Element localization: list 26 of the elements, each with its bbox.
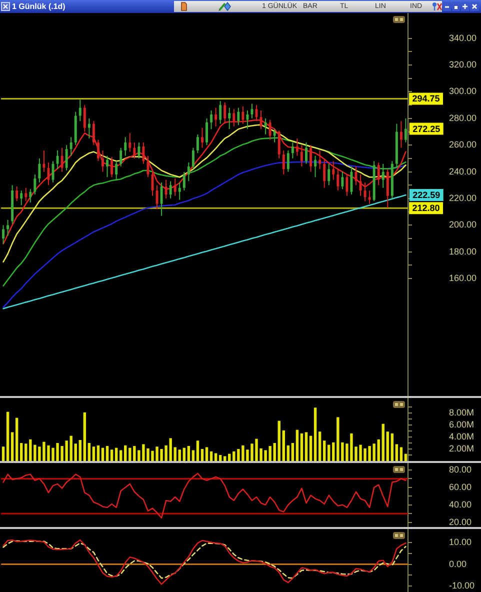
ref-line-label: 294.75	[412, 94, 440, 104]
y-tick-label: 60.00	[449, 482, 472, 492]
y-tick-label: 6.00M	[449, 419, 474, 430]
y-tick-label: 160.00	[449, 273, 477, 284]
y-tick-label: 40.00	[449, 499, 472, 510]
y-tick-label: 320.00	[449, 60, 477, 70]
y-tick-label: 80.00	[449, 464, 472, 474]
y-tick-label: 4.00M	[449, 431, 474, 442]
y-tick-label: 180.00	[449, 246, 477, 256]
y-tick-label: -10.00	[449, 580, 475, 590]
y-tick-label: 0.00	[449, 558, 467, 569]
ref-line-label: 212.80	[412, 203, 440, 214]
y-tick-label: 220.00	[449, 192, 477, 203]
y-tick-label: 340.00	[449, 32, 477, 43]
y-tick-label: 280.00	[449, 112, 477, 123]
chart-title: 1 Günlük (.1d)	[12, 1, 66, 12]
data-label: 222.59	[412, 190, 440, 200]
y-tick-label: 10.00	[449, 537, 472, 548]
y-tick-label: 240.00	[449, 166, 477, 176]
y-tick-label: 2.00M	[449, 443, 474, 454]
text: 272.25	[412, 124, 440, 134]
y-tick-label: 260.00	[449, 140, 477, 150]
y-tick-label: 200.00	[449, 220, 477, 230]
y-tick-label: 20.00	[449, 516, 472, 527]
y-tick-label: 300.00	[449, 86, 477, 96]
y-tick-label: 8.00M	[449, 407, 474, 418]
